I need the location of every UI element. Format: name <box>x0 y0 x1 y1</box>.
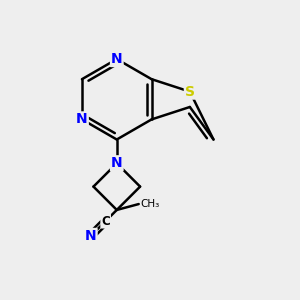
Text: N: N <box>76 112 88 126</box>
Text: N: N <box>85 229 97 243</box>
Text: CH₃: CH₃ <box>140 199 160 209</box>
Text: N: N <box>111 52 123 66</box>
Text: S: S <box>185 85 195 99</box>
Text: C: C <box>101 214 110 228</box>
Text: N: N <box>111 156 123 170</box>
